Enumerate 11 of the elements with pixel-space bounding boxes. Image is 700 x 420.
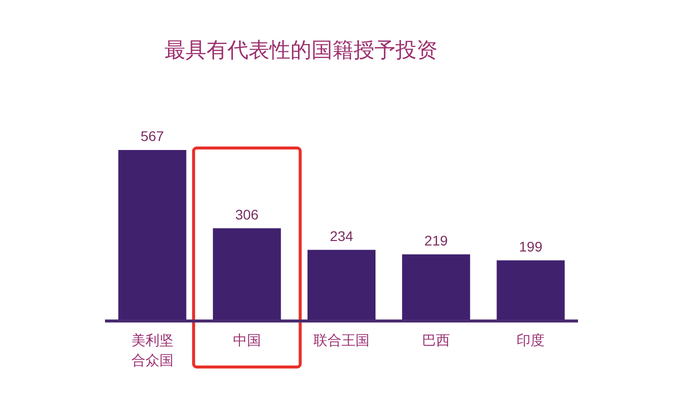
x-tick-label: 美利坚合众国: [131, 332, 174, 368]
data-label: 567: [140, 128, 164, 144]
x-tick-label: 联合王国: [314, 332, 370, 348]
data-label: 234: [330, 228, 354, 244]
x-tick-label: 巴西: [422, 332, 450, 348]
x-tick-label: 印度: [516, 332, 545, 348]
chart-title: 最具有代表性的国籍授予投资: [164, 39, 438, 62]
data-label: 306: [235, 206, 259, 222]
data-label: 219: [424, 232, 448, 248]
data-label: 199: [519, 238, 543, 254]
x-tick-label: 中国: [232, 332, 261, 348]
